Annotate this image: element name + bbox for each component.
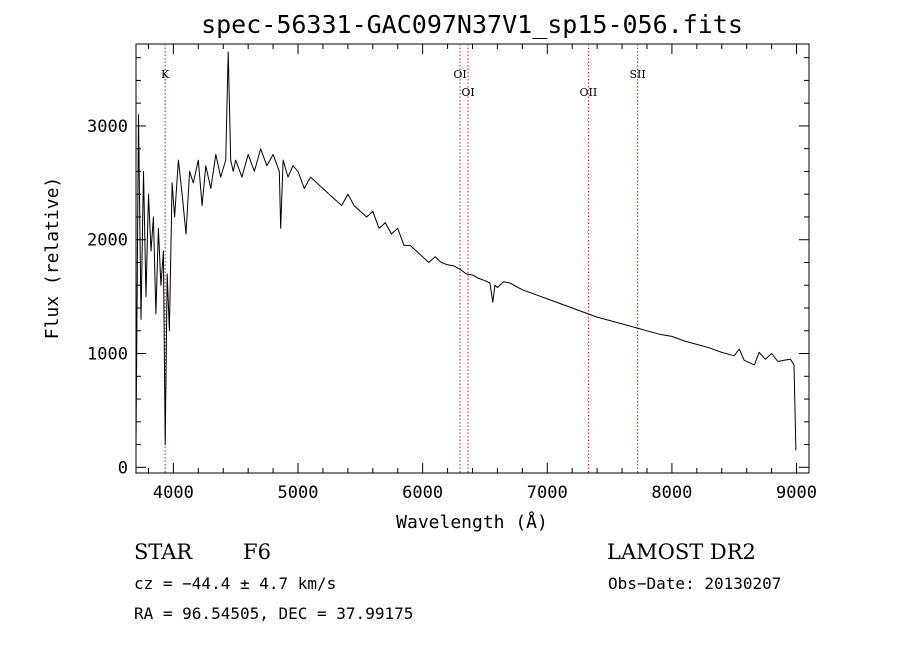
ra-dec-coordinates: RA = 96.54505, DEC = 37.99175 <box>134 604 414 623</box>
spectral-line-label: SII <box>630 68 646 81</box>
plot-frame <box>135 43 810 474</box>
redshift-cz: cz = −44.4 ± 4.7 km/s <box>134 574 337 593</box>
spectral-line-label: OII <box>580 86 598 99</box>
object-subclass: F6 <box>243 540 271 564</box>
spectral-line-label: OI <box>453 68 466 81</box>
x-tick-label: 7000 <box>527 483 568 503</box>
observation-date: Obs−Date: 20130207 <box>608 574 782 593</box>
x-tick-labels: 4000 5000 6000 7000 8000 9000 <box>153 483 817 503</box>
y-axis-label: Flux (relative) <box>42 177 63 340</box>
x-tick-label: 6000 <box>402 483 443 503</box>
chart-title: spec-56331-GAC097N37V1_sp15-056.fits <box>201 10 743 39</box>
x-tick-label: 8000 <box>651 483 692 503</box>
spectral-line-label: OI <box>461 86 474 99</box>
x-tick-label: 4000 <box>153 483 194 503</box>
y-tick-label: 3000 <box>87 117 128 137</box>
spectral-line-markers <box>164 44 639 473</box>
x-tick-label: 5000 <box>278 483 319 503</box>
y-tick-label: 2000 <box>87 231 128 251</box>
y-tick-label: 0 <box>118 458 128 478</box>
object-class: STAR <box>134 540 193 564</box>
axis-ticks <box>136 44 809 473</box>
x-tick-label: 9000 <box>776 483 817 503</box>
x-axis-label: Wavelength (Å) <box>396 511 548 533</box>
spectral-line-labels: K OI OI OII SII <box>161 68 646 99</box>
spectral-line-label: K <box>161 68 170 81</box>
y-tick-labels: 0 1000 2000 3000 <box>87 117 128 478</box>
flux-series-line <box>135 51 797 451</box>
survey-name: LAMOST DR2 <box>607 540 756 564</box>
y-tick-label: 1000 <box>87 345 128 365</box>
